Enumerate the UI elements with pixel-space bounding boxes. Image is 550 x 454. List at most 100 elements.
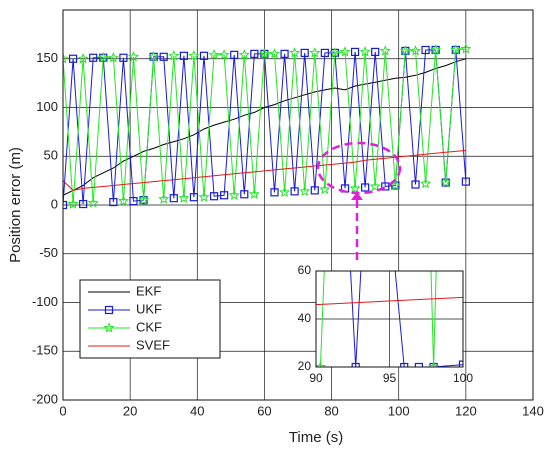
y-tick-label: 50 bbox=[44, 148, 58, 163]
x-tick-label: 120 bbox=[455, 403, 477, 418]
marker-star bbox=[188, 49, 200, 61]
marker-star bbox=[379, 45, 391, 56]
marker-star bbox=[268, 48, 281, 59]
marker-star bbox=[460, 43, 472, 54]
plot-border bbox=[315, 270, 464, 368]
marker-square bbox=[109, 197, 118, 207]
marker-square bbox=[189, 193, 199, 202]
marker-star bbox=[299, 185, 311, 197]
series-line bbox=[350, 271, 463, 367]
marker-square bbox=[300, 48, 309, 58]
marker-square bbox=[159, 52, 168, 61]
marker-star bbox=[399, 45, 411, 56]
marker-star bbox=[369, 180, 381, 192]
series-line bbox=[63, 48, 466, 205]
marker-square bbox=[458, 360, 463, 367]
marker-star bbox=[208, 49, 220, 60]
marker-square bbox=[63, 200, 68, 210]
marker-star bbox=[63, 53, 69, 64]
arrow-head bbox=[351, 192, 363, 200]
y-tick-label: 100 bbox=[36, 99, 58, 114]
x-tick-label: 100 bbox=[453, 371, 473, 385]
marker-star bbox=[218, 49, 230, 60]
marker-square bbox=[129, 197, 138, 206]
marker-star bbox=[67, 198, 79, 209]
x-tick-label: 140 bbox=[522, 403, 544, 418]
legend-box bbox=[79, 279, 221, 359]
marker-square bbox=[381, 182, 390, 191]
marker-square bbox=[371, 47, 380, 57]
marker-star bbox=[359, 46, 371, 57]
marker-square bbox=[240, 190, 249, 199]
marker-square bbox=[400, 362, 409, 367]
marker-square bbox=[104, 305, 114, 315]
legend: EKF UKF CKF SVEF bbox=[79, 279, 221, 359]
marker-star bbox=[440, 176, 452, 188]
legend-label: SVEF bbox=[136, 337, 170, 352]
series-line bbox=[63, 149, 466, 191]
marker-star bbox=[316, 361, 326, 367]
x-tick-label: 95 bbox=[383, 371, 397, 385]
legend-label: EKF bbox=[136, 283, 161, 298]
inset-chart: 90 95 100 20 40 60 bbox=[298, 263, 474, 385]
legend-label: CKF bbox=[136, 319, 162, 334]
marker-star bbox=[103, 322, 115, 333]
marker-square bbox=[421, 45, 430, 55]
x-axis-label: Time (s) bbox=[289, 429, 343, 446]
marker-square bbox=[290, 187, 299, 196]
x-tick-label: 0 bbox=[59, 403, 66, 418]
marker-star bbox=[138, 194, 150, 205]
marker-star bbox=[178, 192, 190, 203]
marker-square bbox=[209, 192, 219, 201]
x-tick-label: 60 bbox=[257, 403, 271, 418]
series-group bbox=[63, 43, 472, 210]
marker-star bbox=[349, 182, 361, 194]
x-tick-label: 90 bbox=[309, 371, 323, 385]
series-group bbox=[316, 271, 463, 367]
marker-square bbox=[79, 199, 88, 209]
legend-label: UKF bbox=[136, 301, 162, 316]
main-chart: 0 20 40 60 80 100 120 140 -200 -150 -100 -50 0 50 100 1… bbox=[32, 9, 544, 418]
marker-star bbox=[77, 52, 89, 64]
x-tick-label: 100 bbox=[388, 403, 410, 418]
marker-star bbox=[158, 193, 170, 204]
marker-square bbox=[280, 49, 289, 58]
marker-square bbox=[220, 191, 229, 200]
marker-star bbox=[309, 47, 321, 58]
marker-square bbox=[250, 49, 259, 58]
plot-border bbox=[62, 9, 534, 401]
marker-star bbox=[450, 44, 462, 55]
marker-square bbox=[230, 50, 239, 59]
y-tick-label: 20 bbox=[298, 359, 312, 373]
marker-star bbox=[168, 49, 180, 61]
y-tick-label: -200 bbox=[32, 391, 58, 406]
marker-square bbox=[414, 362, 423, 367]
y-tick-label: -150 bbox=[32, 343, 58, 358]
marker-star bbox=[248, 188, 260, 199]
marker-star bbox=[409, 45, 422, 56]
marker-square bbox=[199, 51, 209, 60]
marker-square bbox=[350, 47, 360, 57]
marker-star bbox=[117, 195, 129, 206]
marker-star bbox=[329, 47, 341, 58]
marker-square bbox=[320, 48, 329, 58]
marker-square bbox=[119, 53, 128, 62]
marker-star bbox=[148, 50, 160, 62]
marker-star bbox=[127, 50, 140, 62]
marker-square bbox=[461, 177, 470, 186]
x-tick-label: 40 bbox=[190, 403, 204, 418]
y-tick-label: -100 bbox=[32, 294, 58, 309]
marker-star bbox=[319, 183, 331, 195]
y-tick-label: -50 bbox=[39, 245, 58, 260]
y-tick-label: 40 bbox=[298, 311, 312, 325]
marker-star bbox=[258, 48, 270, 59]
marker-star bbox=[339, 46, 351, 57]
marker-star bbox=[87, 197, 99, 208]
y-tick-label: 150 bbox=[36, 50, 58, 65]
marker-square bbox=[89, 53, 98, 62]
marker-square bbox=[361, 183, 370, 192]
marker-square bbox=[351, 362, 360, 367]
marker-square bbox=[310, 186, 319, 195]
x-tick-label: 80 bbox=[324, 403, 338, 418]
